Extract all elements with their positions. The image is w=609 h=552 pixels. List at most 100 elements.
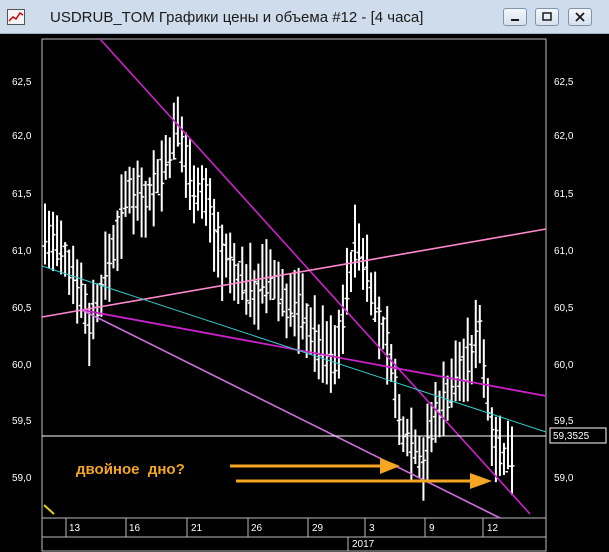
last-price-box xyxy=(549,427,607,444)
price-bar xyxy=(328,315,334,393)
price-bar xyxy=(271,259,277,300)
price-bar xyxy=(139,167,145,238)
price-bar xyxy=(147,177,153,211)
y-tick-label: 61,0 xyxy=(12,246,32,257)
price-bar xyxy=(356,223,362,271)
price-bar xyxy=(396,394,402,446)
price-chart[interactable]: 2017 62,5 62,0 61,5 61,0 60,5 60,0 59,5 … xyxy=(0,34,609,552)
price-bar xyxy=(263,239,269,314)
price-bar xyxy=(408,407,414,482)
price-bar xyxy=(219,224,225,301)
close-button[interactable] xyxy=(568,8,592,26)
price-bar xyxy=(114,210,120,272)
price-bar xyxy=(324,321,330,385)
x-tick-label: 3 xyxy=(369,523,375,534)
price-bar xyxy=(227,232,233,294)
price-bar xyxy=(46,210,52,269)
price-bar xyxy=(223,233,229,278)
price-bar xyxy=(243,264,249,315)
restore-button[interactable] xyxy=(535,8,559,26)
price-bar xyxy=(308,307,314,355)
minimize-button[interactable] xyxy=(503,8,527,26)
x-tick-label: 29 xyxy=(312,523,324,534)
price-bar xyxy=(207,178,213,243)
price-bar xyxy=(428,402,434,453)
price-bar xyxy=(151,150,157,227)
year-label: 2017 xyxy=(352,539,375,550)
price-bar xyxy=(215,211,221,278)
trend-line-pink-up[interactable] xyxy=(41,228,547,318)
price-bar xyxy=(376,296,382,360)
annotation-arrows xyxy=(230,458,492,489)
price-bar xyxy=(384,306,390,385)
time-axis-frame xyxy=(41,517,547,538)
y-tick-label: 59,0 xyxy=(554,473,574,484)
price-bar xyxy=(420,437,426,501)
price-bar xyxy=(267,249,273,301)
year-axis-frame xyxy=(41,536,547,552)
price-bar xyxy=(259,244,265,304)
price-bar xyxy=(74,259,80,324)
price-bar xyxy=(131,167,137,235)
price-bar xyxy=(316,324,322,380)
price-bar xyxy=(102,231,108,300)
price-bar xyxy=(280,268,286,317)
price-bar xyxy=(300,273,306,340)
trend-line-magenta-steep[interactable] xyxy=(99,38,531,515)
close-icon xyxy=(575,12,585,22)
trend-line-violet-channel[interactable] xyxy=(81,309,501,519)
price-bar xyxy=(70,245,76,305)
corner-marker xyxy=(43,504,55,515)
price-bar xyxy=(340,284,346,354)
y-tick-label: 62,0 xyxy=(12,131,32,142)
price-bar xyxy=(320,305,326,383)
price-bar xyxy=(195,167,201,211)
price-bar xyxy=(90,279,96,340)
title-bar[interactable]: USDRUB_TOM Графики цены и объема #12 - [… xyxy=(0,0,609,34)
annotation-text: двойное дно? xyxy=(76,461,185,478)
y-tick-label: 60,5 xyxy=(12,303,32,314)
price-bar xyxy=(416,436,422,478)
trend-line-cyan[interactable] xyxy=(41,265,547,433)
y-axis-left: 62,5 62,0 61,5 61,0 60,5 60,0 59,5 59,0 xyxy=(12,77,32,484)
y-tick-label: 62,5 xyxy=(12,77,32,88)
trend-line-magenta-down[interactable] xyxy=(81,309,547,397)
price-bar xyxy=(364,234,370,302)
y-tick-label: 60,0 xyxy=(554,360,574,371)
arrow-head xyxy=(380,458,400,474)
price-bar xyxy=(203,168,209,226)
price-bar xyxy=(360,238,366,290)
price-bar xyxy=(187,139,193,210)
price-bar xyxy=(123,171,129,217)
price-bar xyxy=(412,429,418,465)
x-tick-label: 13 xyxy=(69,523,81,534)
price-bar xyxy=(106,233,112,302)
price-bar xyxy=(489,407,495,466)
y-tick-label: 59,5 xyxy=(554,416,574,427)
price-bar xyxy=(400,416,406,453)
price-bar xyxy=(211,198,217,272)
price-bar xyxy=(469,335,475,385)
x-axis: 13 16 21 26 29 3 9 12 xyxy=(65,518,499,537)
price-bar xyxy=(110,225,116,269)
price-bar xyxy=(404,418,410,457)
price-bar xyxy=(155,159,161,196)
price-bar xyxy=(66,249,72,295)
price-bar xyxy=(127,166,133,214)
price-bar xyxy=(465,317,471,402)
price-bar xyxy=(171,102,177,160)
price-bar xyxy=(175,96,181,147)
price-bar xyxy=(42,203,48,265)
price-bar xyxy=(380,316,386,350)
price-bar xyxy=(50,211,56,272)
y-tick-label: 59,0 xyxy=(12,473,32,484)
y-tick-label: 62,0 xyxy=(554,131,574,142)
price-bar xyxy=(497,415,503,476)
x-tick-label: 21 xyxy=(191,523,203,534)
price-bar xyxy=(453,340,459,402)
price-bar xyxy=(336,309,342,379)
price-bar xyxy=(276,261,281,322)
price-bar xyxy=(477,305,483,364)
price-bar xyxy=(251,270,257,325)
